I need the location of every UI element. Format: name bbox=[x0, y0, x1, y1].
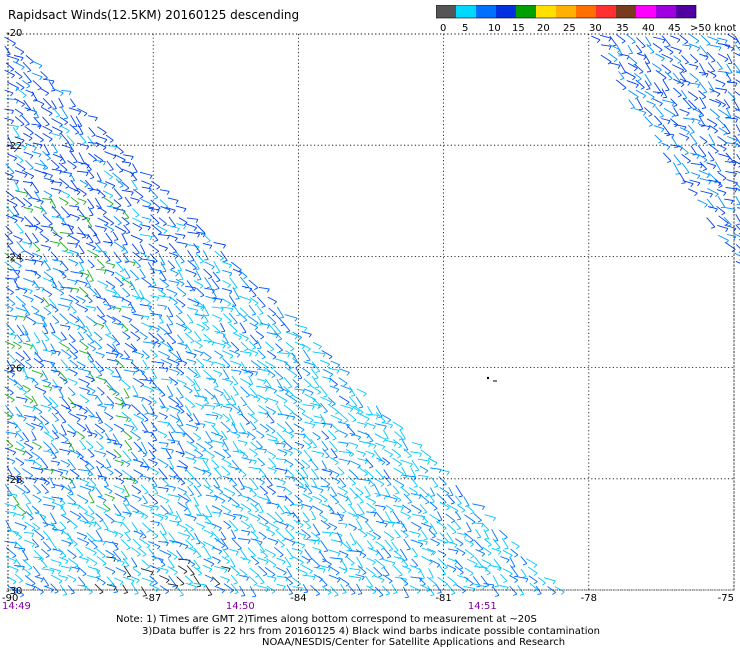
map-title: Rapidsact Winds(12.5KM) 20160125 descend… bbox=[8, 8, 300, 22]
y-tick-label: -24 bbox=[6, 252, 22, 263]
colorbar-label: 5 bbox=[462, 23, 468, 33]
colorbar-segment bbox=[616, 5, 636, 18]
colorbar-label: 45 bbox=[668, 23, 681, 33]
colorbar-segment bbox=[516, 5, 536, 18]
colorbar-label: 20 bbox=[537, 23, 550, 33]
colorbar-segment bbox=[476, 5, 496, 18]
map-grid bbox=[7, 33, 735, 591]
axis-labels: -90 -87 -84 -81 -78 -75 -20 -22 -24 -26 -28 -30 14:4… bbox=[2, 28, 734, 612]
y-tick-label: -20 bbox=[6, 28, 22, 39]
note-line-2: 3)Data buffer is 22 hrs from 20160125 4)… bbox=[142, 625, 600, 637]
colorbar-segment bbox=[636, 5, 656, 18]
colorbar-segment bbox=[456, 5, 476, 18]
y-tick-label: -22 bbox=[6, 141, 22, 152]
colorbar-label: 40 bbox=[642, 23, 655, 33]
time-label: 14:50 bbox=[226, 601, 255, 612]
colorbar-label: 25 bbox=[563, 23, 576, 33]
colorbar-label: 0 bbox=[440, 23, 446, 33]
x-tick-label: -78 bbox=[581, 593, 597, 604]
y-tick-label: -28 bbox=[6, 475, 22, 486]
x-tick-label: -84 bbox=[290, 593, 306, 604]
colorbar-label: >50 knots bbox=[690, 23, 736, 33]
colorbar-segment bbox=[676, 5, 696, 18]
x-tick-label: -75 bbox=[718, 593, 734, 604]
y-tick-label: -26 bbox=[6, 364, 22, 375]
footnotes: Note: 1) Times are GMT 2)Times along bot… bbox=[0, 614, 740, 649]
wind-speed-colorbar: 0 5 10 15 20 25 30 35 40 45 >50 knots bbox=[436, 5, 736, 33]
colorbar-label: 10 bbox=[488, 23, 501, 33]
colorbar-label: 15 bbox=[512, 23, 525, 33]
time-label: 14:51 bbox=[468, 601, 497, 612]
colorbar-segment bbox=[656, 5, 676, 18]
x-tick-label: -90 bbox=[2, 593, 18, 604]
note-line-1: Note: 1) Times are GMT 2)Times along bot… bbox=[116, 614, 537, 625]
colorbar-segment bbox=[436, 5, 456, 18]
x-tick-label: -87 bbox=[145, 593, 161, 604]
colorbar-segment bbox=[536, 5, 556, 18]
wind-map: -90 -87 -84 -81 -78 -75 -20 -22 -24 -26 -28 -30 14:4… bbox=[2, 28, 740, 612]
colorbar-segment bbox=[576, 5, 596, 18]
x-tick-label: -81 bbox=[435, 593, 451, 604]
colorbar-segment bbox=[496, 5, 516, 18]
colorbar-segment bbox=[596, 5, 616, 18]
time-label: 14:49 bbox=[2, 601, 31, 612]
colorbar-label: 30 bbox=[589, 23, 602, 33]
note-line-3: NOAA/NESDIS/Center for Satellite Applica… bbox=[262, 637, 566, 648]
wind-barbs-layer bbox=[4, 33, 740, 599]
colorbar-segment bbox=[556, 5, 576, 18]
colorbar-label: 35 bbox=[616, 23, 629, 33]
y-tick-label: -30 bbox=[6, 586, 22, 597]
